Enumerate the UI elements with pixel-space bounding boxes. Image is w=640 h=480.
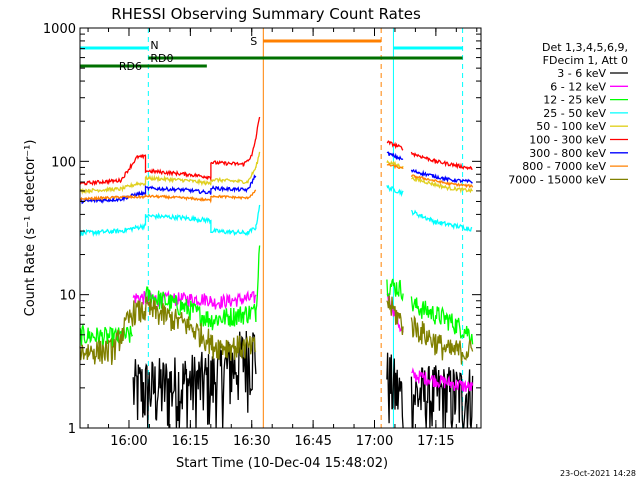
legend-entry: 6 - 12 keV	[550, 80, 606, 93]
annotation-label: N	[150, 39, 158, 52]
legend-entry: 25 - 50 keV	[543, 107, 606, 120]
series-line	[79, 245, 474, 349]
chart-title: RHESSI Observing Summary Count Rates	[111, 5, 421, 23]
legend-header: FDecim 1, Att 0	[543, 54, 628, 67]
annotation-bars: N S RD0 RD6	[80, 35, 463, 73]
series-line	[79, 162, 474, 204]
annotation-label: RD6	[119, 60, 142, 73]
legend-entry: 3 - 6 keV	[557, 67, 606, 80]
annotation-label: RD0	[150, 52, 173, 65]
y-tick-label: 10	[59, 289, 76, 304]
x-tick-label: 16:00	[110, 434, 147, 449]
legend-entry: 7000 - 15000 keV	[508, 173, 606, 186]
x-axis-label: Start Time (10-Dec-04 15:48:02)	[176, 456, 388, 471]
y-tick-label: 1000	[43, 22, 76, 37]
series-line	[79, 151, 473, 195]
x-tick-label: 16:45	[294, 434, 331, 449]
series-line	[79, 116, 473, 187]
annotation-label: S	[250, 35, 257, 48]
x-tick-label: 16:30	[233, 434, 270, 449]
legend-entry: 50 - 100 keV	[536, 120, 606, 133]
series-line	[132, 330, 474, 429]
series-line	[79, 295, 474, 365]
plot-frame	[79, 27, 482, 429]
x-tick-label: 17:15	[417, 434, 454, 449]
legend-header: Det 1,3,4,5,6,9,	[542, 41, 628, 54]
y-axis-label: Count Rate (s⁻¹ detector⁻¹)	[23, 140, 38, 317]
series-group	[79, 116, 474, 429]
legend: Det 1,3,4,5,6,9,FDecim 1, Att 03 - 6 keV…	[508, 41, 628, 186]
timestamp: 23-Oct-2021 14:28	[560, 469, 636, 478]
series-line	[79, 151, 473, 205]
series-line	[79, 184, 473, 237]
x-tick-label: 16:15	[172, 434, 209, 449]
legend-entry: 12 - 25 keV	[543, 94, 606, 107]
legend-entry: 300 - 800 keV	[529, 147, 606, 160]
x-tick-label: 17:00	[356, 434, 393, 449]
axes: 16:00 16:15 16:30 16:45 17:00 17:15 1 10 100 1000	[43, 22, 482, 449]
legend-entry: 800 - 7000 keV	[522, 160, 606, 173]
y-tick-label: 100	[51, 155, 76, 170]
y-tick-label: 1	[68, 422, 76, 437]
legend-entry: 100 - 300 keV	[529, 134, 606, 147]
